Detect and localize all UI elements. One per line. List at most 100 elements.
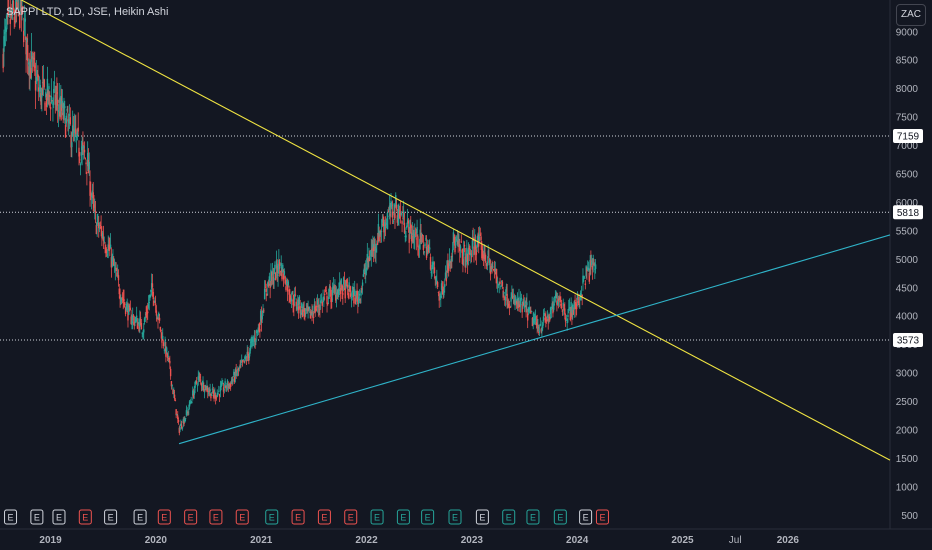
earnings-marker[interactable]: E [78,509,92,525]
earnings-marker[interactable]: E [157,509,171,525]
earnings-marker[interactable]: E [396,509,410,525]
candle-body [459,246,462,248]
candle-body [566,321,568,324]
earnings-marker-box [209,509,223,525]
candle-body [339,287,342,295]
candle-body [173,394,176,399]
candle-body [354,297,357,305]
support-trendline[interactable] [178,234,891,445]
candle-body [108,244,110,250]
candle-body [177,415,179,420]
earnings-marker[interactable]: E [291,509,305,525]
level-price-box [893,205,923,220]
candle-body [384,224,387,226]
candle-body [192,390,194,396]
candle-body [560,304,562,306]
candle-body [76,129,79,137]
earnings-marker[interactable]: E [595,509,609,525]
candle-body [253,337,256,340]
candle-body [17,2,19,8]
candle-body [551,303,553,309]
earnings-marker[interactable]: E [475,509,489,525]
candle-body [362,274,365,277]
candle-body [34,65,36,69]
candle-body [188,401,191,407]
candle-body [539,323,542,326]
earnings-marker[interactable]: E [579,509,593,525]
price-tick-label: 3000 [896,369,919,380]
candle-body [540,329,542,331]
candle-body [420,232,422,243]
earnings-marker[interactable]: E [4,509,18,525]
candle-body [143,329,145,333]
earnings-marker[interactable]: E [502,509,516,525]
candle-body [350,296,353,299]
candle-body [252,340,255,342]
candle-body [415,238,417,240]
candle-body [462,248,465,256]
earnings-marker-box [235,509,249,525]
earnings-marker[interactable]: E [30,509,44,525]
candle-body [461,249,463,253]
candle-body [541,328,543,330]
earnings-marker[interactable]: E [317,509,331,525]
candle-body [475,249,478,255]
price-axis[interactable]: 5001000150020002500300035004000450050005… [896,27,919,521]
earnings-marker[interactable]: E [104,509,118,525]
earnings-marker[interactable]: E [553,509,567,525]
earnings-marker[interactable]: E [52,509,66,525]
candle-body [296,307,298,309]
earnings-marker[interactable]: E [133,509,147,525]
candle-body [328,287,331,292]
candle-body [409,219,411,234]
resistance-trendline[interactable] [0,0,891,461]
time-tick-label: 2022 [355,535,378,546]
candle-body [158,317,161,321]
candle-body [380,231,382,233]
currency-button[interactable]: ZAC [896,4,926,26]
earnings-marker[interactable]: E [370,509,384,525]
candle-body [132,315,135,317]
candle-body [49,94,51,98]
earnings-marker[interactable]: E [235,509,249,525]
earnings-marker[interactable]: E [184,509,198,525]
candle-body [212,390,214,394]
time-axis[interactable]: 2019 2020 2021 2022 2023 2024 2025 Jul 2026 [39,535,799,546]
candle-body [61,100,64,108]
candle-body [263,288,266,300]
candle-body [38,89,41,91]
candle-body [547,318,549,322]
candle-body [41,88,43,98]
level-price-box [893,129,923,144]
earnings-marker-box [595,509,609,525]
candle-body [495,272,497,275]
candle-body [427,246,429,248]
candle-body [199,379,202,381]
candle-body [134,320,136,322]
candle-body [363,268,365,270]
earnings-marker[interactable]: E [421,509,435,525]
candle-body [482,254,485,259]
candle-body [180,425,183,429]
candle-body [240,363,242,366]
earnings-marker[interactable]: E [344,509,358,525]
candle-body [166,353,169,358]
candle-body [75,135,78,138]
candle-body [135,315,138,318]
candle-body [144,317,147,319]
candle-body [67,119,69,122]
earnings-marker[interactable]: E [526,509,540,525]
candle-body [310,312,312,316]
earnings-marker[interactable]: E [265,509,279,525]
earnings-marker[interactable]: E [448,509,462,525]
candle-body [224,381,226,385]
candle-body [264,287,267,289]
candle-body [577,301,579,303]
candle-body [165,347,167,357]
candle-body [391,211,394,218]
candle-body [447,263,449,270]
candle-body [280,263,282,269]
earnings-marker[interactable]: E [209,509,223,525]
